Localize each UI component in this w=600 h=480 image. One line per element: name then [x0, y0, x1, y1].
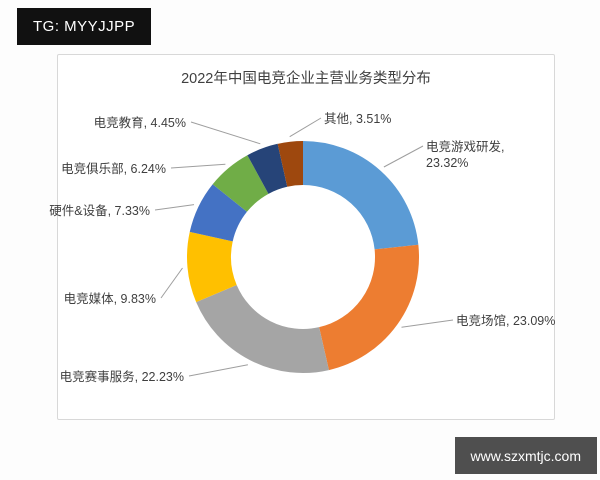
- leader-line-电竞教育: [190, 121, 261, 145]
- pie-segment-硬件&设备: [189, 184, 248, 243]
- watermark-bottom-right: www.szxmtjc.com: [454, 437, 597, 474]
- pie-segment-电竞场馆: [318, 244, 419, 371]
- pie-segment-电竞教育: [247, 143, 288, 195]
- pie-label-电竞场馆: 电竞场馆, 23.09%: [456, 314, 556, 328]
- pie-label-电竞游戏研发: 电竞游戏研发, 23.32%: [426, 140, 505, 170]
- leader-line-电竞场馆: [401, 319, 454, 328]
- pie-segment-电竞游戏研发: [302, 141, 419, 251]
- leader-line-其他: [289, 117, 322, 138]
- leader-line-电竞媒体: [160, 267, 183, 299]
- pie-segment-电竞媒体: [187, 231, 237, 303]
- pie-label-硬件&设备: 硬件&设备, 7.33%: [49, 204, 150, 218]
- leader-line-电竞俱乐部: [170, 163, 226, 169]
- pie-label-电竞俱乐部: 电竞俱乐部, 6.24%: [61, 162, 166, 176]
- pie-label-其他: 其他, 3.51%: [324, 112, 392, 126]
- chart-panel: 2022年中国电竞企业主营业务类型分布 电竞游戏研发, 23.32% 电竞场馆, 2…: [49, 54, 556, 420]
- pie-label-电竞赛事服务: 电竞赛事服务, 22.23%: [59, 370, 184, 384]
- watermark-top-left: TG: MYYJJPP: [17, 8, 152, 45]
- chart-title: 2022年中国电竞企业主营业务类型分布: [181, 71, 431, 87]
- leader-line-电竞赛事服务: [188, 364, 248, 377]
- pie-segment-其他: [277, 141, 304, 187]
- donut-chart: [154, 117, 454, 377]
- pie-label-电竞教育: 电竞教育, 4.45%: [93, 116, 186, 130]
- leader-line-电竞游戏研发: [383, 145, 424, 168]
- leader-line-硬件&设备: [154, 204, 195, 211]
- pie-label-电竞媒体: 电竞媒体, 9.83%: [63, 292, 156, 306]
- pie-segment-电竞赛事服务: [196, 284, 329, 373]
- pie-segment-电竞俱乐部: [212, 155, 270, 213]
